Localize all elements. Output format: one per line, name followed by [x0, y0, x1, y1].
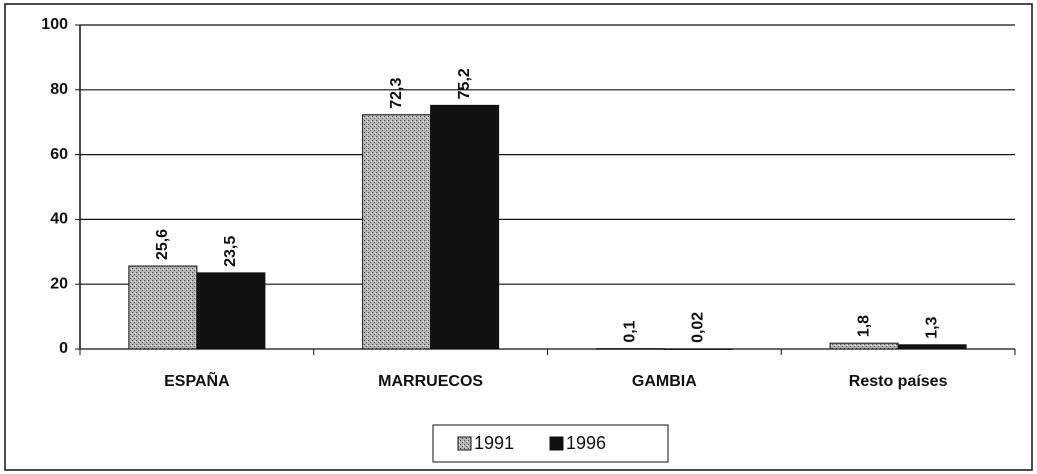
y-tick-label: 20 — [50, 275, 68, 292]
value-label: 1,3 — [923, 316, 940, 338]
legend: 1991 1996 — [432, 424, 669, 463]
bar — [430, 104, 500, 350]
value-label: 25,6 — [154, 229, 171, 260]
legend-label: 1991 — [474, 433, 514, 453]
value-label: 0,02 — [690, 312, 707, 343]
y-tick-label: 40 — [50, 211, 68, 228]
value-label: 72,3 — [388, 78, 405, 109]
legend-label: 1996 — [566, 433, 606, 453]
bar — [897, 344, 967, 350]
bar — [829, 342, 899, 350]
bar — [663, 348, 733, 350]
y-tick-label: 60 — [50, 146, 68, 163]
chart-border — [4, 3, 1033, 471]
value-label: 23,5 — [222, 236, 239, 267]
value-label: 75,2 — [456, 68, 473, 99]
x-tick-label: GAMBIA — [632, 373, 697, 390]
value-label: 0,1 — [622, 320, 639, 342]
bar — [595, 348, 665, 350]
bar — [196, 272, 266, 350]
y-tick-label: 0 — [59, 340, 68, 357]
value-label: 1,8 — [855, 315, 872, 337]
bar — [362, 114, 432, 350]
y-tick-label: 80 — [50, 81, 68, 98]
legend-swatch — [549, 436, 564, 451]
bar — [128, 265, 198, 350]
x-tick-label: ESPAÑA — [164, 370, 230, 390]
x-tick-label: Resto países — [849, 373, 948, 390]
y-tick-label: 100 — [41, 16, 68, 33]
legend-swatch — [457, 436, 472, 451]
x-tick-label: MARRUECOS — [378, 373, 483, 390]
